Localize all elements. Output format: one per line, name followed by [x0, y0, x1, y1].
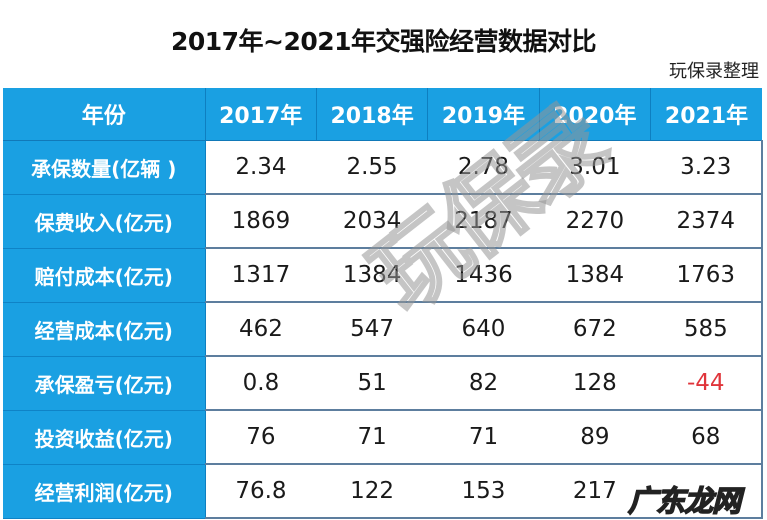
- table-cell: 672: [539, 302, 651, 357]
- table-cell: 1384: [316, 248, 428, 303]
- table-cell: 2034: [316, 194, 428, 249]
- watermark-corner: 广东龙网: [627, 483, 742, 519]
- table-row: 保费收入(亿元) 1869 2034 2187 2270 2374: [3, 194, 764, 249]
- table-cell: 2187: [427, 194, 540, 249]
- row-label: 经营利润(亿元): [3, 464, 206, 519]
- table-cell: 3.23: [650, 140, 764, 195]
- table-cell: 128: [539, 356, 651, 411]
- year-header: 2018年: [316, 88, 429, 141]
- data-table: 年份 2017年 2018年 2019年 2020年 2021年 承保数量(亿辆…: [3, 88, 764, 519]
- table-cell: 0.8: [205, 356, 317, 411]
- table-row: 承保盈亏(亿元) 0.8 51 82 128 -44: [3, 356, 764, 411]
- header-row: 年份 2017年 2018年 2019年 2020年 2021年: [3, 88, 762, 141]
- row-label: 赔付成本(亿元): [3, 248, 206, 303]
- table-cell: 2.78: [427, 140, 540, 195]
- table-cell: 2.55: [316, 140, 428, 195]
- table-row: 经营利润(亿元) 76.8 122 153 217: [3, 464, 764, 519]
- table-cell: 1436: [427, 248, 540, 303]
- year-header: 2020年: [539, 88, 652, 141]
- row-label: 承保盈亏(亿元): [3, 356, 206, 411]
- table-cell: 71: [427, 410, 540, 465]
- table-row: 投资收益(亿元) 76 71 71 89 68: [3, 410, 764, 465]
- corner-header: 年份: [3, 88, 206, 141]
- table-cell: 2374: [650, 194, 764, 249]
- table-cell: 76.8: [205, 464, 317, 519]
- table-cell: 217: [539, 464, 651, 519]
- table-row: 经营成本(亿元) 462 547 640 672 585: [3, 302, 764, 357]
- table-cell: 1384: [539, 248, 651, 303]
- year-header: 2021年: [650, 88, 762, 141]
- table-cell: 76: [205, 410, 317, 465]
- year-header: 2017年: [205, 88, 317, 141]
- table-cell: 462: [205, 302, 317, 357]
- table-cell: [650, 464, 764, 519]
- row-label: 经营成本(亿元): [3, 302, 206, 357]
- table-cell: 2270: [539, 194, 651, 249]
- year-header: 2019年: [427, 88, 540, 141]
- table-cell: 122: [316, 464, 428, 519]
- table-cell: 71: [316, 410, 428, 465]
- table-cell: 2.34: [205, 140, 317, 195]
- table-cell: 640: [427, 302, 540, 357]
- table-row: 承保数量(亿辆 ) 2.34 2.55 2.78 3.01 3.23: [3, 140, 764, 195]
- table-row: 赔付成本(亿元) 1317 1384 1436 1384 1763: [3, 248, 764, 303]
- table-cell: 82: [427, 356, 540, 411]
- table-cell: 153: [427, 464, 540, 519]
- table-cell: 1869: [205, 194, 317, 249]
- table-cell: 68: [650, 410, 764, 465]
- table-cell: 51: [316, 356, 428, 411]
- row-label: 承保数量(亿辆 ): [3, 140, 206, 195]
- table-cell: 547: [316, 302, 428, 357]
- table-cell: 585: [650, 302, 764, 357]
- table-cell: 1763: [650, 248, 764, 303]
- table-cell: 89: [539, 410, 651, 465]
- row-label: 保费收入(亿元): [3, 194, 206, 249]
- negative-value-cell: -44: [650, 356, 764, 411]
- table-cell: 1317: [205, 248, 317, 303]
- table-cell: 3.01: [539, 140, 651, 195]
- source-credit: 玩保录整理: [669, 61, 759, 82]
- page-title: 2017年~2021年交强险经营数据对比: [170, 27, 597, 56]
- row-label: 投资收益(亿元): [3, 410, 206, 465]
